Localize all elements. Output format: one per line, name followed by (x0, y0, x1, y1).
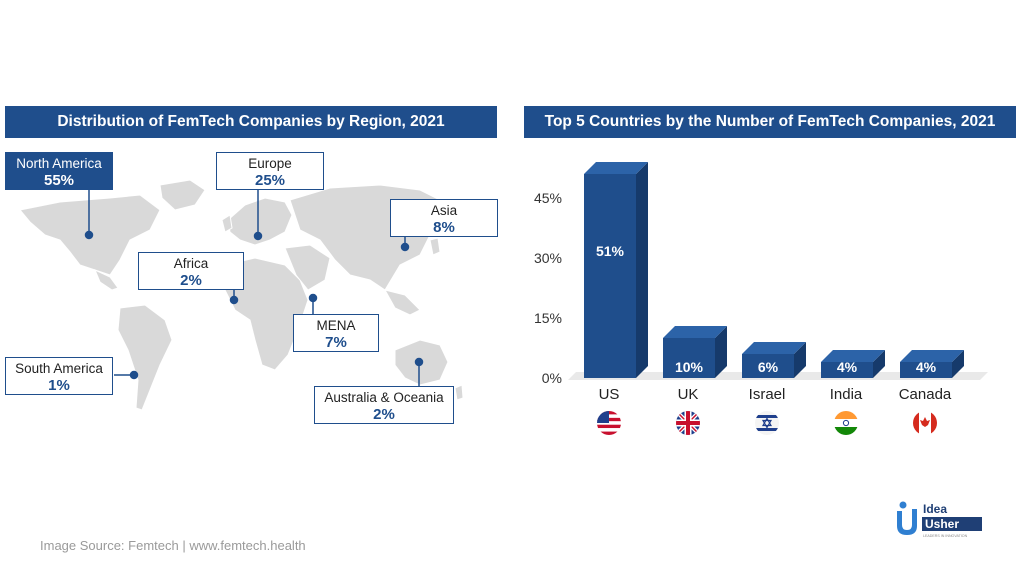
southeast-asia-shape (384, 289, 421, 316)
bar-us (584, 174, 636, 378)
x-category-label: India (830, 386, 863, 403)
callout-north-america: North America 55% (5, 152, 113, 190)
europe-marker (253, 231, 263, 241)
bar-top (584, 162, 648, 174)
y-tick-label: 0% (542, 370, 562, 386)
callout-africa: Africa 2% (138, 252, 244, 290)
central-america-shape (94, 269, 119, 291)
x-category-label: US (599, 386, 620, 403)
bar-value-label: 4% (916, 359, 937, 375)
callout-australia-oceania: Australia & Oceania 2% (314, 386, 454, 424)
flag-canada-icon (913, 411, 937, 435)
region-pct: 2% (180, 272, 202, 289)
svg-text:Usher: Usher (925, 517, 959, 531)
callout-south-america: South America 1% (5, 357, 113, 395)
bar-uk (663, 338, 715, 378)
bar-side (952, 350, 964, 378)
bar-top (900, 350, 964, 362)
region-name: South America (15, 361, 103, 376)
region-pct: 25% (254, 172, 286, 189)
region-name: Australia & Oceania (324, 390, 444, 405)
y-tick-label: 30% (534, 250, 562, 266)
x-category-label: Israel (749, 386, 786, 403)
region-name: MENA (316, 318, 356, 333)
callout-mena: MENA 7% (293, 314, 379, 352)
australia-marker (414, 357, 424, 367)
bar-canada (900, 362, 952, 378)
world-map (19, 179, 464, 411)
region-pct: 55% (43, 172, 75, 189)
region-pct: 7% (325, 334, 347, 351)
bar-top (742, 342, 806, 354)
flag-israel-icon (755, 411, 779, 435)
bar-value-label: 6% (758, 359, 779, 375)
flag-india-icon (834, 411, 858, 435)
japan-shape (429, 237, 441, 256)
bar-top (821, 350, 885, 362)
flag-uk-icon (676, 411, 700, 435)
bar-side (715, 326, 727, 378)
africa-marker (229, 295, 239, 305)
region-pct: 8% (433, 219, 455, 236)
bar-side (636, 162, 648, 378)
map-panel-title: Distribution of FemTech Companies by Reg… (5, 106, 497, 138)
new-zealand-shape (454, 384, 464, 401)
callout-europe: Europe 25% (216, 152, 324, 190)
image-source-caption: Image Source: Femtech | www.femtech.heal… (40, 538, 306, 553)
africa-shape (224, 257, 309, 371)
bar-value-label: 4% (837, 359, 858, 375)
y-tick-label: 15% (534, 310, 562, 326)
south-america-marker (129, 370, 139, 380)
mena-shape (284, 244, 331, 291)
bar-value-label: 51% (596, 243, 625, 259)
north-america-marker (84, 230, 94, 240)
svg-text:Idea: Idea (923, 502, 947, 516)
bar-side (873, 350, 885, 378)
svg-text:LEADERS IN INNOVATION: LEADERS IN INNOVATION (923, 534, 968, 538)
region-name: North America (16, 156, 102, 171)
bar-india (821, 362, 873, 378)
south-america-shape (117, 304, 173, 411)
asia-marker (400, 242, 410, 252)
mena-marker (308, 293, 318, 303)
bar-chart: 0% 15% 30% 45% 51% 10% 6% 4% 4% US UK Israel India… (534, 162, 988, 435)
bar-chart-title: Top 5 Countries by the Number of FemTech… (524, 106, 1016, 138)
bar-value-label: 10% (675, 359, 704, 375)
uk-shape (221, 214, 233, 233)
region-name: Africa (173, 256, 209, 271)
flag-us-icon (597, 411, 621, 435)
region-pct: 2% (373, 406, 395, 423)
y-tick-label: 45% (534, 190, 562, 206)
region-name: Europe (248, 156, 292, 171)
idea-usher-logo: Idea Usher LEADERS IN INNOVATION (897, 501, 982, 538)
x-category-label: UK (678, 386, 699, 403)
x-category-label: Canada (899, 386, 952, 403)
region-name: Asia (430, 203, 458, 218)
bar-top (663, 326, 727, 338)
region-pct: 1% (48, 377, 70, 394)
bar-israel (742, 354, 794, 378)
greenland-shape (159, 179, 206, 211)
callout-asia: Asia 8% (390, 199, 498, 237)
